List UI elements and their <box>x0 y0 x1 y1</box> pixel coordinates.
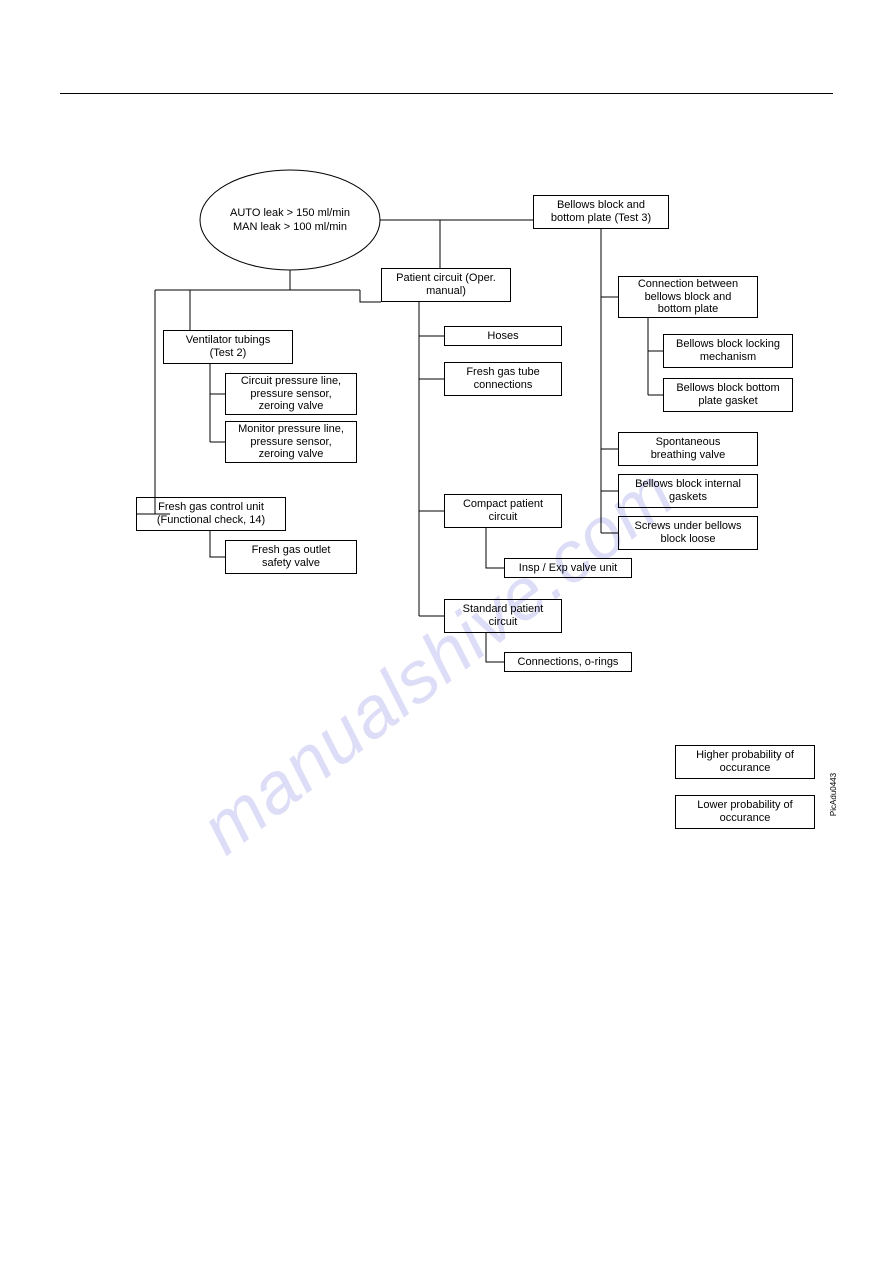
node-label: Fresh gas outlet safety valve <box>252 544 331 569</box>
node-label: Screws under bellows block loose <box>635 520 742 545</box>
node-label: Fresh gas tube connections <box>466 366 539 391</box>
node-label: Ventilator tubings (Test 2) <box>186 334 270 359</box>
node-label: Higher probability of occurance <box>696 749 794 774</box>
connector <box>360 290 381 302</box>
node-screws-under: Screws under bellows block loose <box>618 516 758 550</box>
side-label: PicAdu0443 <box>829 773 838 816</box>
node-label: Circuit pressure line, pressure sensor, … <box>241 375 341 413</box>
node-label: Connection between bellows block and bot… <box>638 278 738 316</box>
node-ventilator-tubings: Ventilator tubings (Test 2) <box>163 330 293 364</box>
node-label: Bellows block internal gaskets <box>635 478 741 503</box>
node-legend-high: Higher probability of occurance <box>675 745 815 779</box>
node-label: Fresh gas control unit (Functional check… <box>157 501 265 526</box>
node-spontaneous-breathing: Spontaneous breathing valve <box>618 432 758 466</box>
node-bellows-locking: Bellows block locking mechanism <box>663 334 793 368</box>
node-label: Compact patient circuit <box>463 498 543 523</box>
node-label: Lower probability of occurance <box>697 799 792 824</box>
node-label: Monitor pressure line, pressure sensor, … <box>238 423 344 461</box>
node-label: Hoses <box>487 330 518 343</box>
node-standard-patient: Standard patient circuit <box>444 599 562 633</box>
connector <box>486 633 504 662</box>
connector <box>486 528 504 568</box>
connector <box>210 531 225 557</box>
node-label: Patient circuit (Oper. manual) <box>396 272 496 297</box>
node-label: Spontaneous breathing valve <box>651 436 726 461</box>
node-hoses: Hoses <box>444 326 562 346</box>
root-line1: AUTO leak > 150 ml/min <box>230 207 350 219</box>
node-bellows-bottom-gasket: Bellows block bottom plate gasket <box>663 378 793 412</box>
node-compact-patient: Compact patient circuit <box>444 494 562 528</box>
node-connection-between: Connection between bellows block and bot… <box>618 276 758 318</box>
node-label: Bellows block bottom plate gasket <box>676 382 779 407</box>
node-label: Standard patient circuit <box>463 603 544 628</box>
node-bellows-block-test3: Bellows block and bottom plate (Test 3) <box>533 195 669 229</box>
node-patient-circuit: Patient circuit (Oper. manual) <box>381 268 511 302</box>
node-connections-orings: Connections, o-rings <box>504 652 632 672</box>
node-fresh-gas-tube: Fresh gas tube connections <box>444 362 562 396</box>
node-label: Connections, o-rings <box>518 656 619 669</box>
node-fresh-gas-outlet: Fresh gas outlet safety valve <box>225 540 357 574</box>
connector <box>155 290 170 514</box>
node-circuit-pressure: Circuit pressure line, pressure sensor, … <box>225 373 357 415</box>
node-bellows-internal: Bellows block internal gaskets <box>618 474 758 508</box>
node-monitor-pressure: Monitor pressure line, pressure sensor, … <box>225 421 357 463</box>
node-label: Bellows block locking mechanism <box>676 338 780 363</box>
node-insp-exp: Insp / Exp valve unit <box>504 558 632 578</box>
node-label: Bellows block and bottom plate (Test 3) <box>551 199 651 224</box>
node-legend-low: Lower probability of occurance <box>675 795 815 829</box>
node-label: Insp / Exp valve unit <box>519 562 617 575</box>
node-fresh-gas-control: Fresh gas control unit (Functional check… <box>136 497 286 531</box>
root-label: AUTO leak > 150 ml/min MAN leak > 100 ml… <box>210 206 370 235</box>
root-line2: MAN leak > 100 ml/min <box>233 221 347 233</box>
